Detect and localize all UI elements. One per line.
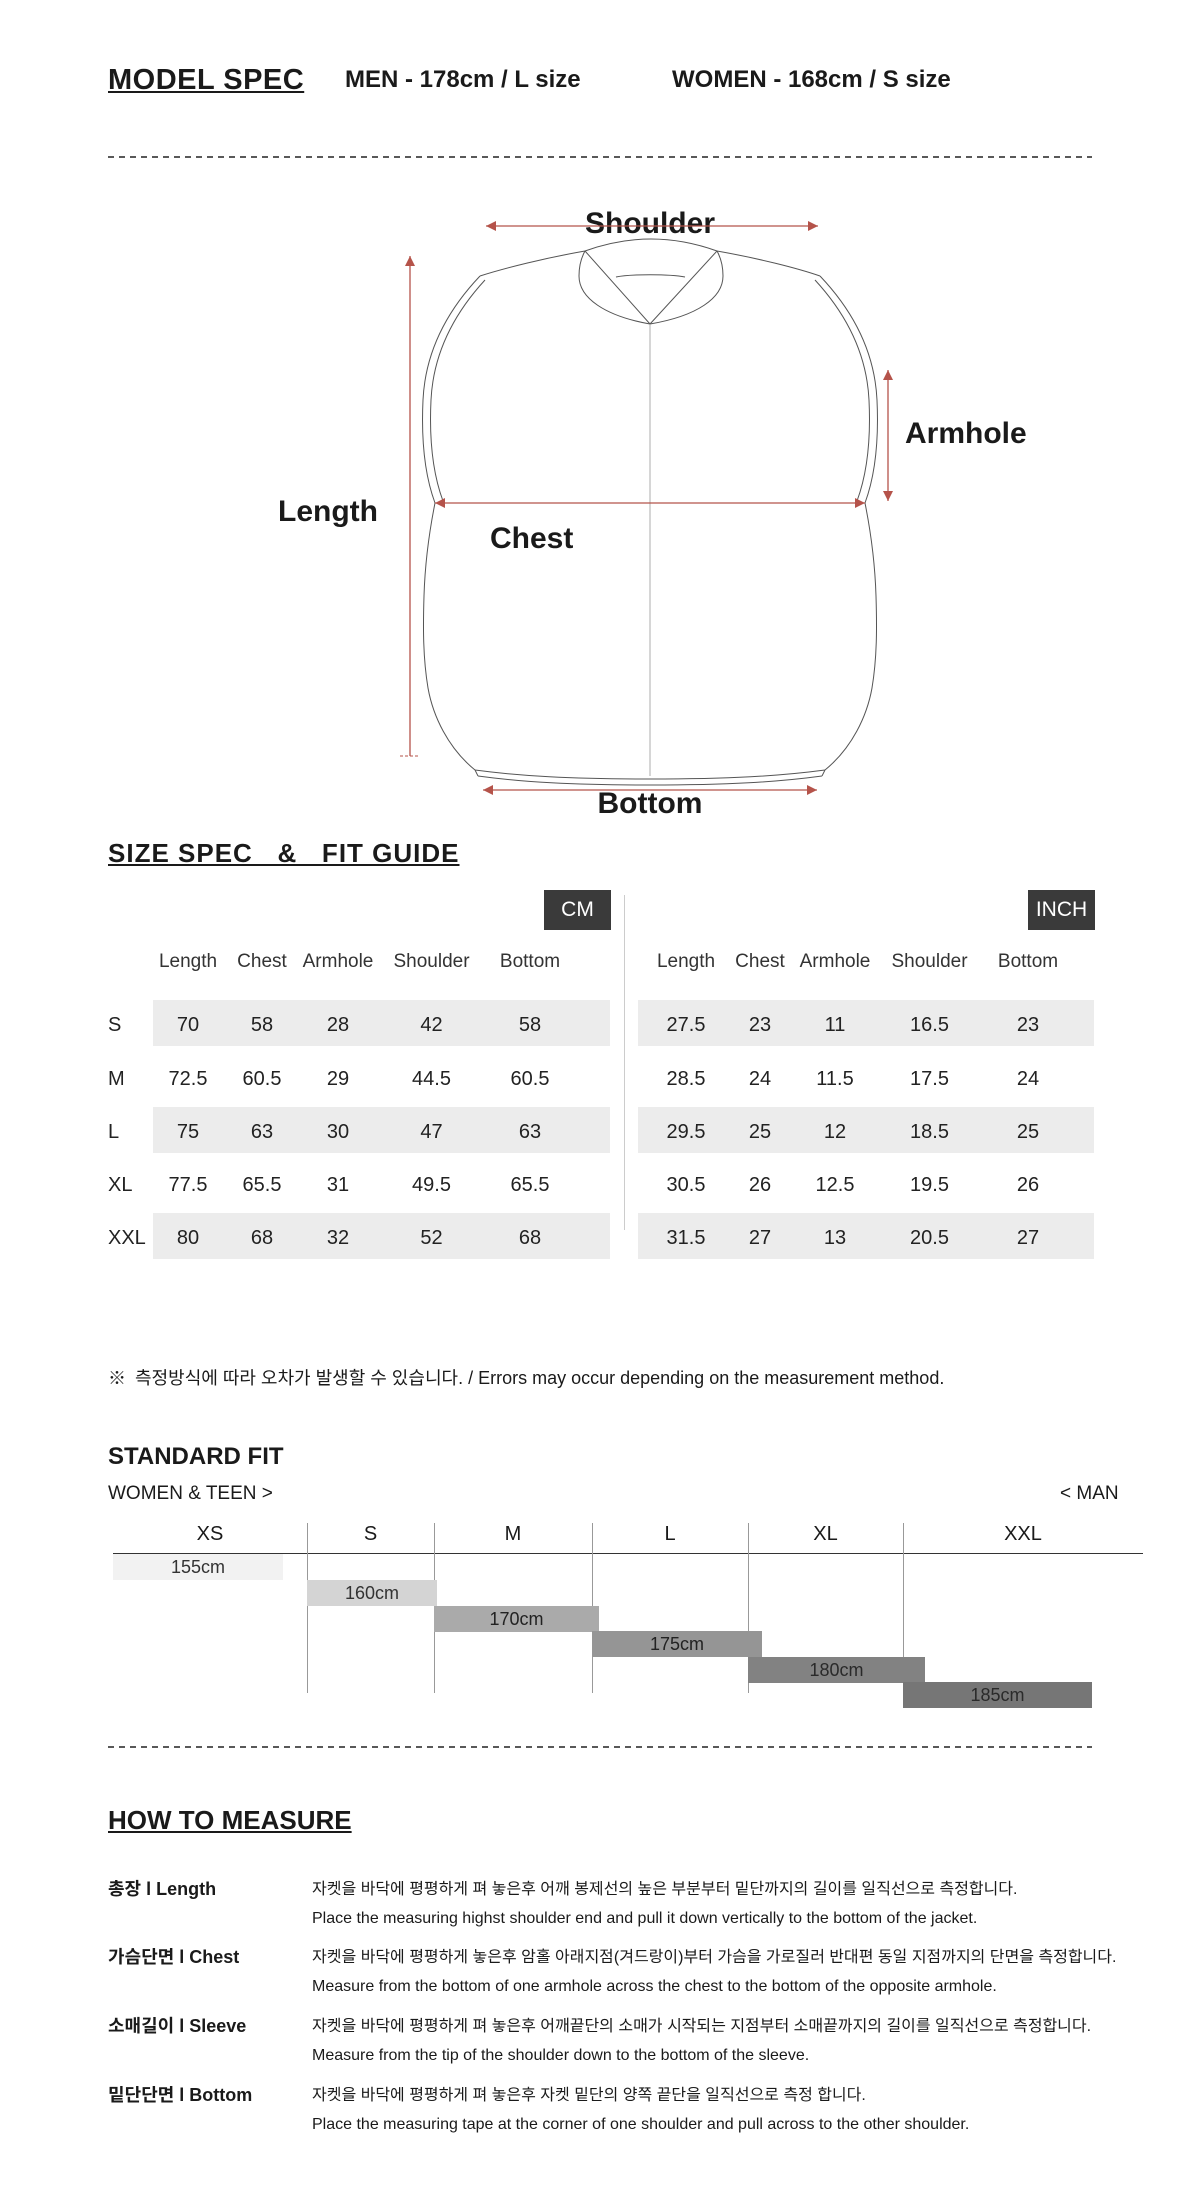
svg-text:Chest: Chest [490,522,573,555]
svg-text:Shoulder: Shoulder [585,207,715,240]
svg-text:Bottom: Bottom [598,787,703,818]
svg-text:Armhole: Armhole [905,417,1027,450]
svg-text:Length: Length [278,495,378,528]
